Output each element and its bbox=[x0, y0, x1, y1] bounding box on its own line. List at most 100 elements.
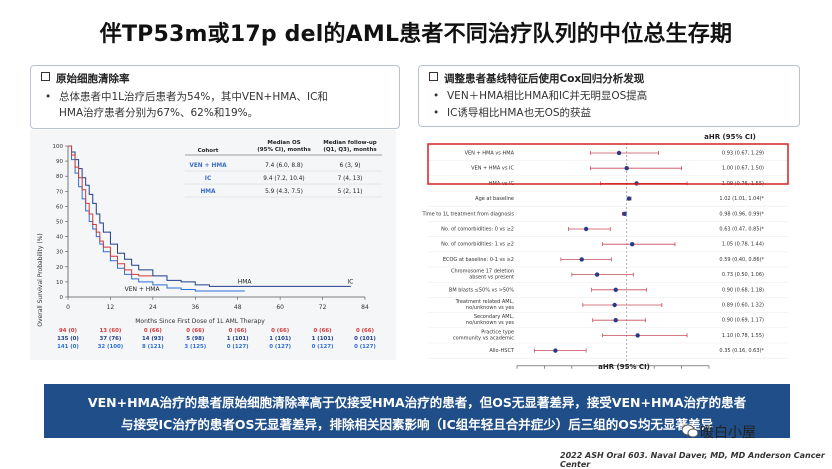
km-risk-cell: 0 (66) bbox=[314, 328, 332, 334]
cox-heading: 调整患者基线特征后使用Cox回归分析发现 bbox=[429, 71, 644, 86]
km-table-cohort: HMA bbox=[200, 189, 216, 195]
forest-row-label: Time to 1L treatment from diagnosis bbox=[421, 211, 514, 217]
forest-point bbox=[614, 288, 618, 292]
km-ytick-label: 80 bbox=[56, 174, 63, 180]
conclusion-box: VEN+HMA治疗的患者原始细胞清除率高于仅接受HMA治疗的患者，但OS无显著差… bbox=[44, 384, 790, 438]
km-ytick-label: 50 bbox=[56, 220, 63, 226]
forest-row-value: 1.10 (0.78, 1.55) bbox=[722, 333, 764, 339]
forest-row-label: BM blasts ≤50% vs >50% bbox=[449, 287, 514, 293]
forest-row-label: No. of comorbidities: 1 vs ≥2 bbox=[441, 242, 514, 248]
forest-row-label: VEN + HMA vs HMA bbox=[465, 151, 515, 157]
km-xtick-label: 84 bbox=[361, 304, 369, 311]
blast-clearance-line-1: •总体患者中1L治疗后患者为54%，其中VEN+HMA、IC和 bbox=[45, 90, 389, 105]
km-xtick-label: 24 bbox=[149, 304, 157, 311]
forest-row-value: 1.00 (0.67, 1.50) bbox=[722, 166, 764, 172]
km-ylabel: Overall Survival Probability (%) bbox=[37, 233, 44, 326]
km-table-cohort: VEN + HMA bbox=[189, 163, 227, 169]
km-xtick-label: 36 bbox=[191, 304, 199, 311]
conclusion-line-1: VEN+HMA治疗的患者原始细胞清除率高于仅接受HMA治疗的患者，但OS无显著差… bbox=[44, 392, 790, 411]
km-table-os: 7.4 (6.0, 8.8) bbox=[265, 163, 303, 169]
km-table-followup: 7 (4, 13) bbox=[338, 176, 363, 182]
forest-svg: aHR (95% CI) VEN + HMA vs HMA 0.93 (0.67,… bbox=[418, 127, 798, 372]
km-risk-cell: 3 (125) bbox=[184, 344, 206, 350]
km-table-os: 9.4 (7.2, 10.4) bbox=[263, 176, 304, 182]
km-table-header: (95% CI), months bbox=[257, 147, 311, 153]
km-risk-cell: 32 (100) bbox=[98, 344, 124, 350]
km-label-hma: HMA bbox=[238, 278, 253, 285]
km-risk-cell: 0 (66) bbox=[186, 328, 204, 334]
km-svg: Overall Survival Probability (%) Months … bbox=[30, 130, 396, 360]
km-curve-ven-hma bbox=[68, 146, 153, 276]
cox-bullet-1: •VEN＋HMA相比HMA和IC并无明显OS提高 bbox=[433, 89, 789, 104]
km-table-followup: 5 (2, 11) bbox=[338, 189, 363, 195]
forest-row-value: 0.35 (0.16, 0.63)* bbox=[719, 348, 764, 354]
km-survival-chart: Overall Survival Probability (%) Months … bbox=[30, 130, 396, 360]
km-table-header: Median follow-up bbox=[323, 140, 377, 146]
cox-heading-text: 调整患者基线特征后使用Cox回归分析发现 bbox=[444, 73, 644, 85]
km-ytick-label: 30 bbox=[56, 250, 63, 256]
forest-row-label: absent vs present bbox=[469, 275, 514, 281]
km-risk-cell: 0 (127) bbox=[354, 344, 376, 350]
km-table-os: 5.9 (4.3, 7.5) bbox=[265, 189, 303, 195]
forest-xlabel: aHR (95% CI) bbox=[598, 363, 650, 371]
cox-bullet-2: •IC诱导相比HMA也无OS的获益 bbox=[433, 106, 789, 121]
forest-row-label: no/unknown vs yes bbox=[466, 320, 514, 326]
forest-point bbox=[627, 196, 631, 200]
km-xlabel: Months Since First Dose of 1L AML Therap… bbox=[135, 318, 265, 325]
forest-header: aHR (95% CI) bbox=[704, 133, 756, 141]
km-risk-cell: 0 (127) bbox=[227, 344, 249, 350]
forest-row-label: Age at baseline bbox=[475, 196, 514, 202]
forest-point bbox=[630, 242, 634, 246]
forest-row-value: 0.63 (0.47, 0.85)* bbox=[719, 227, 764, 233]
forest-row-label: VEN + HMA vs IC bbox=[471, 166, 514, 172]
km-risk-cell: 0 (127) bbox=[269, 344, 291, 350]
km-xtick-label: 0 bbox=[66, 304, 70, 311]
km-table-header: Median OS bbox=[267, 140, 300, 146]
forest-point bbox=[614, 318, 618, 322]
km-risk-cell: 0 (66) bbox=[144, 328, 162, 334]
km-ytick-label: 70 bbox=[56, 189, 63, 195]
km-risk-cell: 141 (0) bbox=[57, 344, 79, 350]
forest-row-value: 1.05 (0.78, 1.44) bbox=[722, 242, 764, 248]
checkbox-icon bbox=[429, 72, 438, 81]
km-risk-cell: 1 (101) bbox=[312, 336, 334, 342]
km-table-cohort: IC bbox=[205, 176, 211, 182]
conclusion-line-2: 与接受IC治疗的患者OS无显著差异，排除相关因素影响（IC组年轻且合并症少）后三… bbox=[44, 414, 790, 433]
cox-regression-box: 调整患者基线特征后使用Cox回归分析发现 •VEN＋HMA相比HMA和IC并无明… bbox=[418, 65, 800, 127]
forest-point bbox=[622, 212, 626, 216]
km-table-followup: 6 (3, 9) bbox=[339, 163, 360, 169]
blast-clearance-box: 原始细胞清除率 •总体患者中1L治疗后患者为54%，其中VEN+HMA、IC和 … bbox=[30, 65, 400, 129]
km-risk-cell: 0 (66) bbox=[271, 328, 289, 334]
blast-clearance-line-2: HMA治疗患者分别为67%、62%和19%。 bbox=[45, 106, 389, 121]
forest-point bbox=[553, 348, 557, 352]
wechat-icon bbox=[682, 424, 698, 438]
km-risk-cell: 0 (101) bbox=[354, 336, 376, 342]
forest-row-value: 0.89 (0.60, 1.32) bbox=[722, 303, 764, 309]
km-risk-cell: 5 (98) bbox=[186, 336, 204, 342]
km-risk-cell: 94 (0) bbox=[59, 328, 77, 334]
km-ytick-label: 0 bbox=[60, 295, 64, 301]
km-ytick-label: 90 bbox=[56, 159, 63, 165]
blast-clearance-heading-text: 原始细胞清除率 bbox=[56, 73, 130, 85]
forest-row-label: ECOG at baseline: 0-1 vs ≥2 bbox=[443, 257, 514, 263]
forest-point bbox=[635, 333, 639, 337]
km-ytick-label: 20 bbox=[56, 265, 63, 271]
forest-row-value: 0.98 (0.96, 0.99)* bbox=[719, 211, 764, 217]
forest-row-value: 0.93 (0.67, 1.29) bbox=[722, 151, 764, 157]
km-risk-cell: 14 (93) bbox=[142, 336, 164, 342]
forest-point bbox=[612, 303, 616, 307]
blast-clearance-heading: 原始细胞清除率 bbox=[41, 71, 130, 86]
forest-point bbox=[580, 257, 584, 261]
km-xtick-label: 12 bbox=[107, 304, 115, 311]
km-xtick-label: 72 bbox=[319, 304, 327, 311]
forest-row-label: no/unknown vs yes bbox=[466, 305, 514, 311]
forest-row-value: 0.90 (0.69, 1.17) bbox=[722, 318, 764, 324]
forest-row-value: 1.02 (1.01, 1.04)* bbox=[719, 196, 764, 202]
forest-row-label: No. of comorbidities: 0 vs ≥2 bbox=[441, 227, 514, 233]
forest-point bbox=[584, 227, 588, 231]
km-risk-cell: 37 (76) bbox=[100, 336, 122, 342]
forest-row-value: 0.59 (0.40, 0.86)* bbox=[719, 257, 764, 263]
km-risk-cell: 8 (121) bbox=[142, 344, 164, 350]
km-table-header: (Q1, Q3), months bbox=[323, 147, 377, 153]
watermark-text: 暖白小屋 bbox=[700, 422, 756, 442]
